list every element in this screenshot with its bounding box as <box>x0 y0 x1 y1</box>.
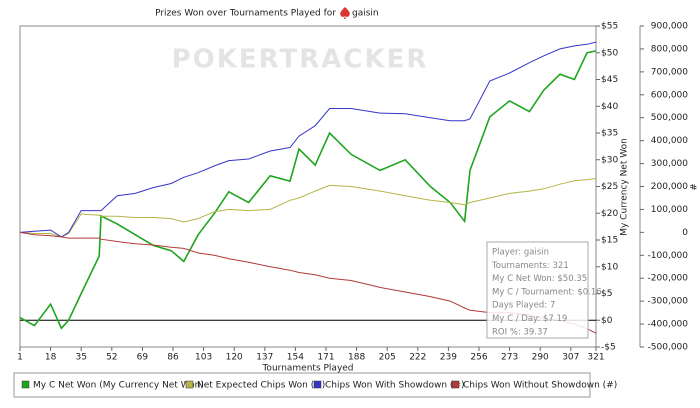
y2-tick-label: 900,000 <box>651 22 688 32</box>
y2-tick-label: 700,000 <box>651 67 688 77</box>
watermark: POKERTRACKER <box>172 45 429 75</box>
y-tick-label: $45 <box>601 75 618 85</box>
x-tick-label: 52 <box>106 353 117 363</box>
x-tick-label: 120 <box>226 353 243 363</box>
tooltip-line: My C / Tournament: $0.16 <box>492 287 602 297</box>
y2-tick-label: 200,000 <box>651 182 688 192</box>
series-line <box>19 50 597 330</box>
x-tick-label: 86 <box>167 353 179 363</box>
legend-swatch <box>451 380 460 389</box>
tooltip-line: Days Played: 7 <box>492 301 555 311</box>
y-tick-label: $35 <box>601 129 618 139</box>
y-tick-label: $30 <box>601 155 618 165</box>
x-tick-label: 273 <box>501 353 518 363</box>
player-name: gaisin <box>352 9 379 19</box>
y-tick-label: $50 <box>601 48 618 58</box>
legend-label: Chips Won With Showdown (#) <box>325 381 464 391</box>
legend-label: Net Expected Chips Won (#) <box>197 381 325 391</box>
x-tick-label: 69 <box>137 353 149 363</box>
x-tick-label: 307 <box>562 353 579 363</box>
y2-tick-label: 800,000 <box>651 44 688 54</box>
y-tick-label: $55 <box>601 22 618 32</box>
legend-label: Chips Won Without Showdown (#) <box>463 381 617 391</box>
x-tick-label: 321 <box>587 353 604 363</box>
legend-swatch <box>21 380 30 389</box>
y-tick-label: $20 <box>601 209 618 219</box>
x-tick-label: 103 <box>195 353 212 363</box>
x-tick-label: 205 <box>379 353 396 363</box>
series-line <box>19 178 597 238</box>
y2-tick-label: 300,000 <box>651 159 688 169</box>
x-tick-label: 239 <box>440 353 457 363</box>
tooltip-line: Tournaments: 321 <box>491 261 569 271</box>
chart-title: Prizes Won over Tournaments Played for <box>155 9 336 19</box>
y-tick-label: -$5 <box>601 343 616 353</box>
y2-tick-label: -400,000 <box>648 320 689 330</box>
x-tick-label: 154 <box>287 353 304 363</box>
tooltip-line: ROI %: 39.37 <box>492 327 548 337</box>
tooltip-line: Player: gaisin <box>492 248 549 258</box>
tooltip-box <box>486 241 589 339</box>
tooltip-line: My C Net Won: $50.35 <box>492 274 587 284</box>
x-tick-label: 137 <box>256 353 273 363</box>
x-tick-label: 18 <box>45 353 57 363</box>
legend-swatch <box>185 380 194 389</box>
legend <box>13 372 591 398</box>
x-tick-label: 35 <box>75 353 86 363</box>
y-tick-label: $15 <box>601 236 618 246</box>
x-axis-label: Tournaments Played <box>261 364 353 374</box>
x-tick-label: 188 <box>348 353 365 363</box>
x-tick-label: 171 <box>317 353 334 363</box>
y2-tick-label: -200,000 <box>648 274 689 284</box>
y-axis-label: My Currency Net Won <box>620 138 630 236</box>
x-tick-label: 256 <box>470 353 487 363</box>
x-tick-label: 290 <box>532 353 549 363</box>
y2-tick-label: -300,000 <box>648 297 689 307</box>
tooltip-line: My C / Day: $7.19 <box>492 314 567 324</box>
x-tick-label: 1 <box>17 353 23 363</box>
y2-tick-label: 0 <box>682 228 688 238</box>
y2-tick-label: 500,000 <box>651 113 688 123</box>
y-tick-label: $25 <box>601 182 618 192</box>
y2-tick-label: -500,000 <box>648 343 689 353</box>
y2-tick-label: 400,000 <box>651 136 688 146</box>
series-line <box>19 41 597 238</box>
y-tick-label: $40 <box>601 102 618 112</box>
legend-label: My C Net Won (My Currency Net Won) <box>33 381 204 391</box>
y-tick-label: $10 <box>601 262 618 272</box>
y-tick-label: $0 <box>601 316 613 326</box>
spade-icon <box>340 7 350 19</box>
y2-tick-label: -100,000 <box>648 251 689 261</box>
tooltip: Player: gaisin Tournaments: 321 My C Net W… <box>486 241 602 339</box>
y2-tick-label: 100,000 <box>651 205 688 215</box>
legend-swatch <box>313 380 322 389</box>
y2-tick-label: 600,000 <box>651 90 688 100</box>
y-tick-label: $5 <box>601 289 612 299</box>
y2-axis-label: # <box>690 183 700 191</box>
x-tick-label: 222 <box>409 353 426 363</box>
